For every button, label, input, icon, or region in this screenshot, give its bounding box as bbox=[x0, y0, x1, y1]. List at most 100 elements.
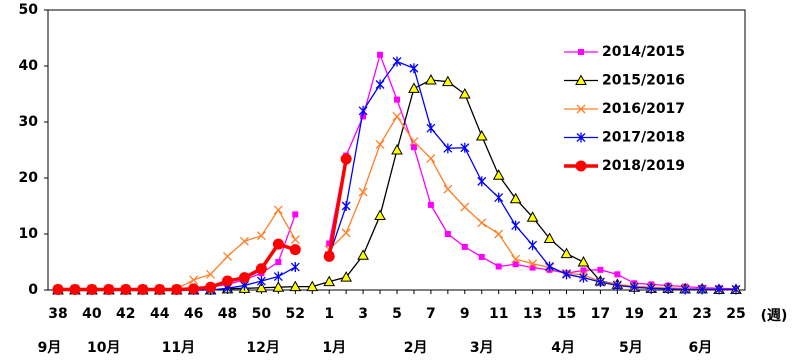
x-tick-label: 19 bbox=[625, 306, 644, 322]
marker bbox=[444, 231, 451, 237]
marker bbox=[529, 264, 536, 271]
marker bbox=[357, 249, 369, 260]
marker bbox=[323, 275, 336, 287]
marker-shape bbox=[375, 79, 385, 90]
marker-shape bbox=[326, 240, 333, 247]
marker bbox=[580, 267, 587, 274]
marker bbox=[239, 236, 249, 246]
marker-shape bbox=[460, 202, 470, 212]
marker-shape bbox=[137, 283, 149, 295]
marker-shape bbox=[595, 277, 605, 288]
marker-shape bbox=[341, 201, 351, 211]
marker bbox=[290, 235, 300, 245]
marker bbox=[562, 269, 571, 280]
marker-shape bbox=[120, 283, 132, 295]
marker bbox=[273, 271, 283, 282]
marker bbox=[426, 123, 436, 134]
marker-shape bbox=[392, 111, 402, 121]
marker bbox=[714, 284, 724, 295]
marker-shape bbox=[289, 244, 301, 256]
marker-shape bbox=[154, 283, 166, 295]
marker-shape bbox=[409, 63, 419, 74]
marker bbox=[120, 283, 132, 295]
marker bbox=[731, 284, 741, 295]
marker bbox=[528, 259, 538, 269]
marker-shape bbox=[511, 220, 521, 231]
marker-shape bbox=[323, 250, 335, 262]
marker-shape bbox=[391, 143, 403, 155]
marker bbox=[543, 232, 556, 243]
marker-shape bbox=[461, 243, 468, 250]
x-tick-label: 25 bbox=[726, 306, 745, 322]
marker bbox=[461, 243, 468, 250]
marker bbox=[597, 266, 604, 273]
x-tick-label: 17 bbox=[591, 306, 610, 322]
marker-shape bbox=[289, 280, 302, 292]
marker bbox=[375, 139, 385, 149]
marker bbox=[492, 169, 505, 180]
marker-shape bbox=[495, 263, 502, 270]
legend-label: 2014/2015 bbox=[602, 44, 685, 60]
month-label: 10月 bbox=[87, 340, 120, 356]
marker-shape bbox=[663, 283, 673, 294]
marker bbox=[255, 263, 267, 275]
marker bbox=[528, 240, 538, 251]
marker bbox=[292, 211, 299, 218]
marker bbox=[576, 132, 586, 143]
marker-shape bbox=[477, 218, 487, 228]
marker-shape bbox=[509, 192, 522, 204]
marker-shape bbox=[392, 56, 402, 67]
marker bbox=[578, 272, 588, 283]
marker bbox=[578, 49, 584, 55]
marker-shape bbox=[575, 74, 587, 85]
marker-shape bbox=[394, 96, 400, 103]
x-tick-label: 3 bbox=[358, 306, 368, 322]
marker-shape bbox=[646, 283, 656, 294]
marker bbox=[629, 282, 639, 293]
marker bbox=[477, 176, 487, 187]
marker bbox=[509, 192, 522, 204]
marker-shape bbox=[578, 49, 584, 55]
marker bbox=[494, 229, 504, 239]
marker bbox=[289, 244, 301, 256]
marker bbox=[409, 137, 419, 147]
marker bbox=[306, 280, 319, 292]
marker bbox=[255, 281, 268, 293]
marker bbox=[275, 259, 282, 265]
marker bbox=[394, 96, 400, 103]
marker-shape bbox=[189, 275, 199, 285]
x-tick-label: 5 bbox=[392, 306, 402, 322]
marker-shape bbox=[408, 82, 420, 93]
marker bbox=[290, 262, 300, 273]
legend: 2014/2015 2015/2016 2016/2017 2017/2018 2018… bbox=[564, 44, 685, 174]
marker bbox=[69, 283, 81, 295]
marker bbox=[340, 153, 352, 165]
marker-shape bbox=[340, 271, 352, 282]
marker bbox=[272, 238, 284, 250]
y-tick-label: 0 bbox=[28, 282, 38, 298]
marker bbox=[377, 51, 384, 58]
marker-shape bbox=[578, 272, 588, 283]
marker bbox=[206, 269, 216, 279]
marker-shape bbox=[205, 281, 217, 293]
month-label: 12月 bbox=[246, 340, 279, 356]
marker-shape bbox=[223, 251, 232, 261]
marker bbox=[188, 283, 200, 295]
marker bbox=[460, 142, 470, 153]
month-label: 1月 bbox=[322, 340, 346, 356]
marker-shape bbox=[273, 205, 283, 215]
marker-shape bbox=[238, 272, 250, 284]
marker bbox=[137, 283, 149, 295]
marker-shape bbox=[206, 269, 216, 279]
marker-shape bbox=[427, 201, 434, 208]
marker-shape bbox=[272, 238, 284, 250]
marker bbox=[663, 283, 673, 294]
marker-shape bbox=[425, 73, 437, 85]
x-tick-label: 44 bbox=[150, 306, 170, 322]
marker-shape bbox=[442, 75, 454, 87]
marker-shape bbox=[614, 271, 621, 278]
marker-shape bbox=[69, 283, 81, 295]
month-label: 6月 bbox=[689, 340, 713, 356]
marker bbox=[103, 283, 115, 295]
marker bbox=[392, 56, 402, 67]
